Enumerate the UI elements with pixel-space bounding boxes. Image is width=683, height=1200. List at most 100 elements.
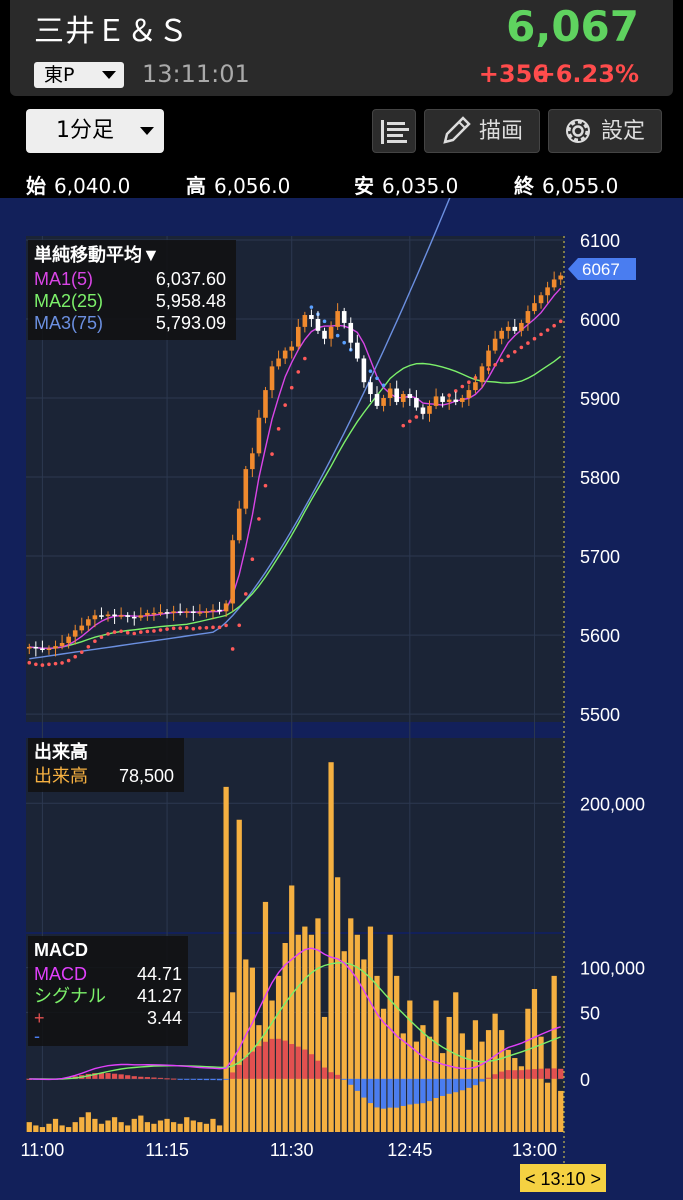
macd-histogram-bar [289, 1044, 295, 1079]
sar-dot [322, 319, 327, 324]
candle [558, 275, 564, 280]
candle [400, 394, 406, 402]
candle [453, 399, 459, 402]
macd-histogram-bar [164, 1078, 170, 1080]
macd-histogram-bar [321, 1067, 328, 1079]
volume-bar [328, 762, 334, 1132]
price-tick-label: 5700 [580, 547, 620, 567]
volume-bar [85, 1112, 91, 1132]
macd-histogram-bar [98, 1072, 105, 1079]
macd-histogram-bar [367, 1078, 374, 1104]
sar-dot [512, 349, 517, 354]
macd-histogram-bar [485, 1077, 492, 1079]
candle [217, 609, 222, 612]
sar-dot [178, 626, 182, 630]
macd-histogram-bar [210, 1078, 216, 1081]
candle [210, 609, 216, 612]
candle [460, 398, 465, 402]
sar-dot [506, 354, 511, 358]
candle [492, 338, 498, 351]
macd-histogram-bar [216, 1078, 223, 1081]
candle [551, 279, 557, 288]
cursor-time-tag[interactable]: < 13:10 > [520, 1164, 606, 1192]
candle [171, 611, 176, 613]
volume-bar [157, 1120, 164, 1132]
volume-bar [387, 934, 393, 1132]
candle [302, 315, 308, 327]
volume-bar [518, 1066, 524, 1132]
sar-dot [539, 332, 543, 337]
macd-histogram-bar [512, 1070, 518, 1079]
candle [361, 358, 367, 383]
candle [473, 382, 478, 391]
stock-chart[interactable]: 5500 5600 5700 5800 5900 6000 6100 11:00 11:15 11… [0, 198, 683, 1200]
macd-histogram-bar [269, 1038, 275, 1079]
volume-bar [512, 1058, 518, 1132]
sar-dot [263, 483, 268, 488]
macd-histogram-bar [236, 1064, 242, 1079]
macd-histogram-bar [544, 1068, 551, 1079]
volume-bar [144, 1122, 151, 1132]
macd-histogram-bar [308, 1054, 315, 1079]
candle [53, 646, 58, 649]
price-change: +356 [478, 60, 549, 88]
candle [394, 388, 399, 402]
volume-bar [374, 975, 380, 1132]
volume-bar [361, 959, 367, 1132]
ma-legend: 単純移動平均▼ MA1(5) 6,037.60 MA2(25) 5,958.48… [28, 240, 236, 340]
candle [512, 326, 518, 331]
volume-bar [184, 1117, 190, 1132]
draw-button[interactable]: 描画 [424, 109, 540, 153]
settings-label: 設定 [601, 119, 646, 144]
open-value: 6,040.0 [54, 174, 131, 198]
stock-name: 三井Ｅ＆Ｓ [34, 14, 189, 49]
volume-bar [243, 959, 249, 1132]
sar-dot [414, 415, 419, 419]
macd-histogram-bar [525, 1069, 531, 1079]
volume-bar [479, 1041, 485, 1132]
close-value: 6,055.0 [542, 174, 619, 198]
ma2-label: MA2(25) [34, 291, 103, 311]
timeframe-select[interactable]: 1分足 [26, 109, 164, 153]
sar-dot [73, 654, 78, 659]
candle [420, 407, 426, 414]
volume-bar [236, 819, 242, 1132]
candle [177, 611, 183, 613]
macd-legend: MACD MACD 44.71 シグナル 41.27 + 3.44 - [28, 936, 188, 1046]
candle [223, 603, 229, 612]
sar-dot [171, 626, 176, 631]
sar-dot [112, 630, 117, 634]
indicator-list-button[interactable] [372, 109, 416, 153]
volume-bar [52, 1118, 59, 1132]
macd-histogram-bar [341, 1078, 347, 1080]
macd-histogram-bar [328, 1072, 334, 1079]
macd-histogram-bar [275, 1038, 282, 1079]
ma-legend-title[interactable]: 単純移動平均▼ [34, 244, 160, 265]
settings-button[interactable]: 設定 [548, 109, 662, 153]
price-change-percent: +6.23% [535, 60, 639, 88]
volume-bar [118, 1122, 124, 1132]
ma3-label: MA3(75) [34, 313, 103, 333]
candle [138, 615, 144, 618]
candle [335, 311, 340, 327]
price-tick-label: 5500 [580, 705, 620, 725]
macd-histogram-bar [472, 1078, 479, 1086]
macd-histogram-bar [26, 1078, 32, 1080]
macd-histogram-bar [144, 1077, 151, 1079]
sar-dot [47, 662, 51, 667]
candle [309, 315, 314, 319]
candle [368, 382, 373, 395]
volume-bar [79, 1117, 85, 1132]
market-select[interactable]: 東P [34, 62, 124, 88]
candle [341, 311, 347, 323]
macd-histogram-bar [282, 1040, 288, 1079]
macd-histogram-bar [551, 1068, 557, 1079]
volume-bar [92, 1118, 98, 1132]
time-tick-label: 11:15 [145, 1140, 189, 1160]
candle [33, 646, 39, 649]
macd-histogram-bar [138, 1076, 144, 1079]
sar-dot [132, 631, 137, 636]
macd-histogram-bar [354, 1078, 360, 1091]
volume-bar [190, 1120, 196, 1132]
volume-bar [216, 1125, 223, 1132]
